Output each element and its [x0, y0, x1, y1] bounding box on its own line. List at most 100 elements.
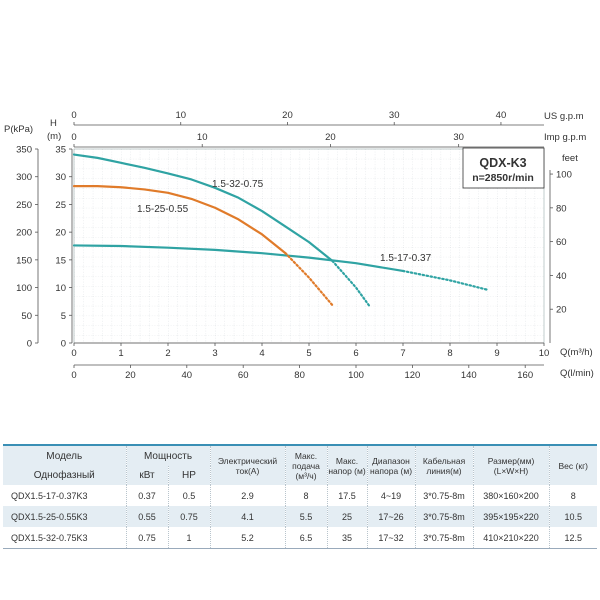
head-tick-label: 20: [55, 228, 66, 239]
pressure-axis-label: P(kPa): [4, 124, 33, 135]
cell-max-head: 35: [326, 527, 368, 549]
flow-lmin-tick-label: 20: [125, 370, 136, 381]
pressure-tick-label: 100: [16, 283, 32, 294]
flow-lmin-tick-label: 140: [461, 370, 477, 381]
flow-lmin-tick-label: 160: [517, 370, 533, 381]
header-size: Размер(мм) (L×W×H): [472, 444, 550, 485]
cell-model: QDX1.5-17-0.37K3: [11, 490, 88, 501]
header-max-flow: Макс. подача (м³/ч): [284, 444, 328, 485]
feet-tick-label: 40: [556, 271, 567, 282]
flow-m3h-tick-label: 1: [118, 348, 123, 359]
imp-gpm-axis: 0 10 20 30 Imp g.p.m: [71, 132, 586, 148]
cell-size: 395×195×220: [472, 506, 550, 527]
imp-gpm-tick-label: 0: [71, 132, 76, 143]
feet-axis-label: feet: [562, 153, 578, 164]
model-badge-title: QDX-K3: [479, 156, 526, 170]
head-axis-label-h: H: [50, 118, 57, 129]
model-badge-speed: n=2850r/min: [472, 172, 534, 184]
cell-max-head: 25: [326, 506, 368, 527]
pressure-axis: 0 50 100 150 200 250 300 350 P(kPa): [4, 124, 39, 350]
head-tick-label: 15: [55, 255, 66, 266]
flow-m3h-tick-label: 5: [306, 348, 311, 359]
curve-line: [72, 244, 405, 273]
curve-line-extension: [284, 252, 334, 307]
curve-line: [72, 153, 334, 263]
cell-size: 380×160×200: [472, 485, 550, 506]
cell-current: 5.2: [209, 527, 286, 549]
cell-kw: 0.55: [125, 506, 168, 527]
feet-tick-label: 60: [556, 237, 567, 248]
flow-lmin-tick-label: 40: [182, 370, 193, 381]
us-gpm-tick-label: 40: [496, 110, 507, 121]
cell-max-flow: 8: [284, 485, 328, 506]
feet-tick-label: 100: [556, 170, 572, 181]
imp-gpm-tick-label: 30: [453, 132, 464, 143]
flow-lmin-tick-label: 0: [71, 370, 76, 381]
head-tick-label: 35: [55, 145, 66, 156]
cell-model: QDX1.5-25-0.55K3: [3, 506, 126, 527]
model-badge: QDX-K3 n=2850r/min: [462, 147, 545, 189]
us-gpm-unit: US g.p.m: [544, 111, 584, 122]
cell-current: 2.9: [209, 485, 286, 506]
pressure-tick-label: 350: [16, 145, 32, 156]
cell-weight: 10.5: [548, 506, 598, 527]
flow-m3h-tick-label: 4: [259, 348, 264, 359]
cell-weight: 8: [548, 485, 598, 506]
feet-axis: 20 40 60 80 100 feet: [549, 153, 578, 343]
head-axis: 0 5 10 15 20 25 30 35 H (m): [47, 118, 73, 350]
curve-line: [72, 185, 287, 255]
header-weight: Вес (кг): [548, 444, 598, 485]
us-gpm-axis: 0 10 20 30 40 US g.p.m: [71, 110, 584, 126]
pressure-tick-label: 150: [16, 255, 32, 266]
header-phase: Однофазный: [3, 466, 126, 485]
head-tick-label: 0: [61, 339, 66, 350]
cell-kw: 0.37: [125, 485, 168, 506]
imp-gpm-unit: Imp g.p.m: [544, 132, 586, 143]
series-label-25: 1.5-25-0.55: [137, 204, 189, 215]
flow-lmin-tick-label: 120: [404, 370, 420, 381]
flow-m3h-tick-label: 9: [494, 348, 499, 359]
header-cable: Кабельная линия(м): [414, 444, 474, 485]
flow-m3h-tick-label: 3: [212, 348, 217, 359]
cell-hp: 1: [167, 527, 211, 549]
header-head-range: Диапазон напора (м): [366, 444, 416, 485]
flow-m3h-tick-label: 7: [400, 348, 405, 359]
head-tick-label: 30: [55, 172, 66, 183]
header-model: Модель: [3, 444, 126, 466]
head-tick-label: 5: [61, 311, 66, 322]
feet-tick-label: 80: [556, 203, 567, 214]
us-gpm-tick-label: 20: [282, 110, 293, 121]
header-kw: кВт: [125, 466, 168, 485]
cell-max-head: 17.5: [326, 485, 368, 506]
pressure-tick-label: 50: [21, 311, 32, 322]
cell-model: QDX1.5-32-0.75K3: [3, 527, 126, 549]
cell-head-range: 17~26: [366, 506, 416, 527]
cell-max-flow: 6.5: [284, 527, 328, 549]
us-gpm-tick-label: 0: [71, 110, 76, 121]
table-row: QDX1.5-17-0.37K3 0.37 0.5 2.9 8 17.5 4~1…: [3, 485, 598, 506]
cell-max-flow: 5.5: [284, 506, 328, 527]
flow-m3h-axis: 0 1 2 3 4 5 6 7 8 9 10 Q(m³/h): [71, 342, 593, 359]
header-power: Мощность: [125, 444, 211, 466]
series-label-32: 1.5-32-0.75: [212, 179, 264, 190]
flow-m3h-tick-label: 10: [539, 348, 550, 359]
flow-m3h-tick-label: 0: [71, 348, 76, 359]
flow-lmin-tick-label: 60: [238, 370, 249, 381]
header-hp: HP: [167, 466, 211, 485]
feet-tick-label: 20: [556, 305, 567, 316]
pump-curves: [72, 153, 489, 309]
flow-lmin-axis: 0 20 40 60 80 100 120 140 160 Q(l/min): [71, 364, 594, 381]
cell-size: 410×210×220: [472, 527, 550, 549]
series-label-17: 1.5-17-0.37: [380, 253, 432, 264]
flow-lmin-unit: Q(l/min): [560, 368, 594, 379]
table-row: QDX1.5-32-0.75K3 0.75 1 5.2 6.5 35 17~32…: [3, 527, 598, 549]
flow-lmin-tick-label: 80: [294, 370, 305, 381]
flow-lmin-tick-label: 100: [348, 370, 364, 381]
cell-cable: 3*0.75-8m: [414, 506, 474, 527]
cell-current: 4.1: [209, 506, 286, 527]
cell-head-range: 4~19: [366, 485, 416, 506]
pressure-tick-label: 250: [16, 200, 32, 211]
table-row: QDX1.5-25-0.55K3 0.55 0.75 4.1 5.5 25 17…: [3, 506, 598, 527]
cell-kw: 0.75: [125, 527, 168, 549]
cell-weight: 12.5: [548, 527, 598, 549]
